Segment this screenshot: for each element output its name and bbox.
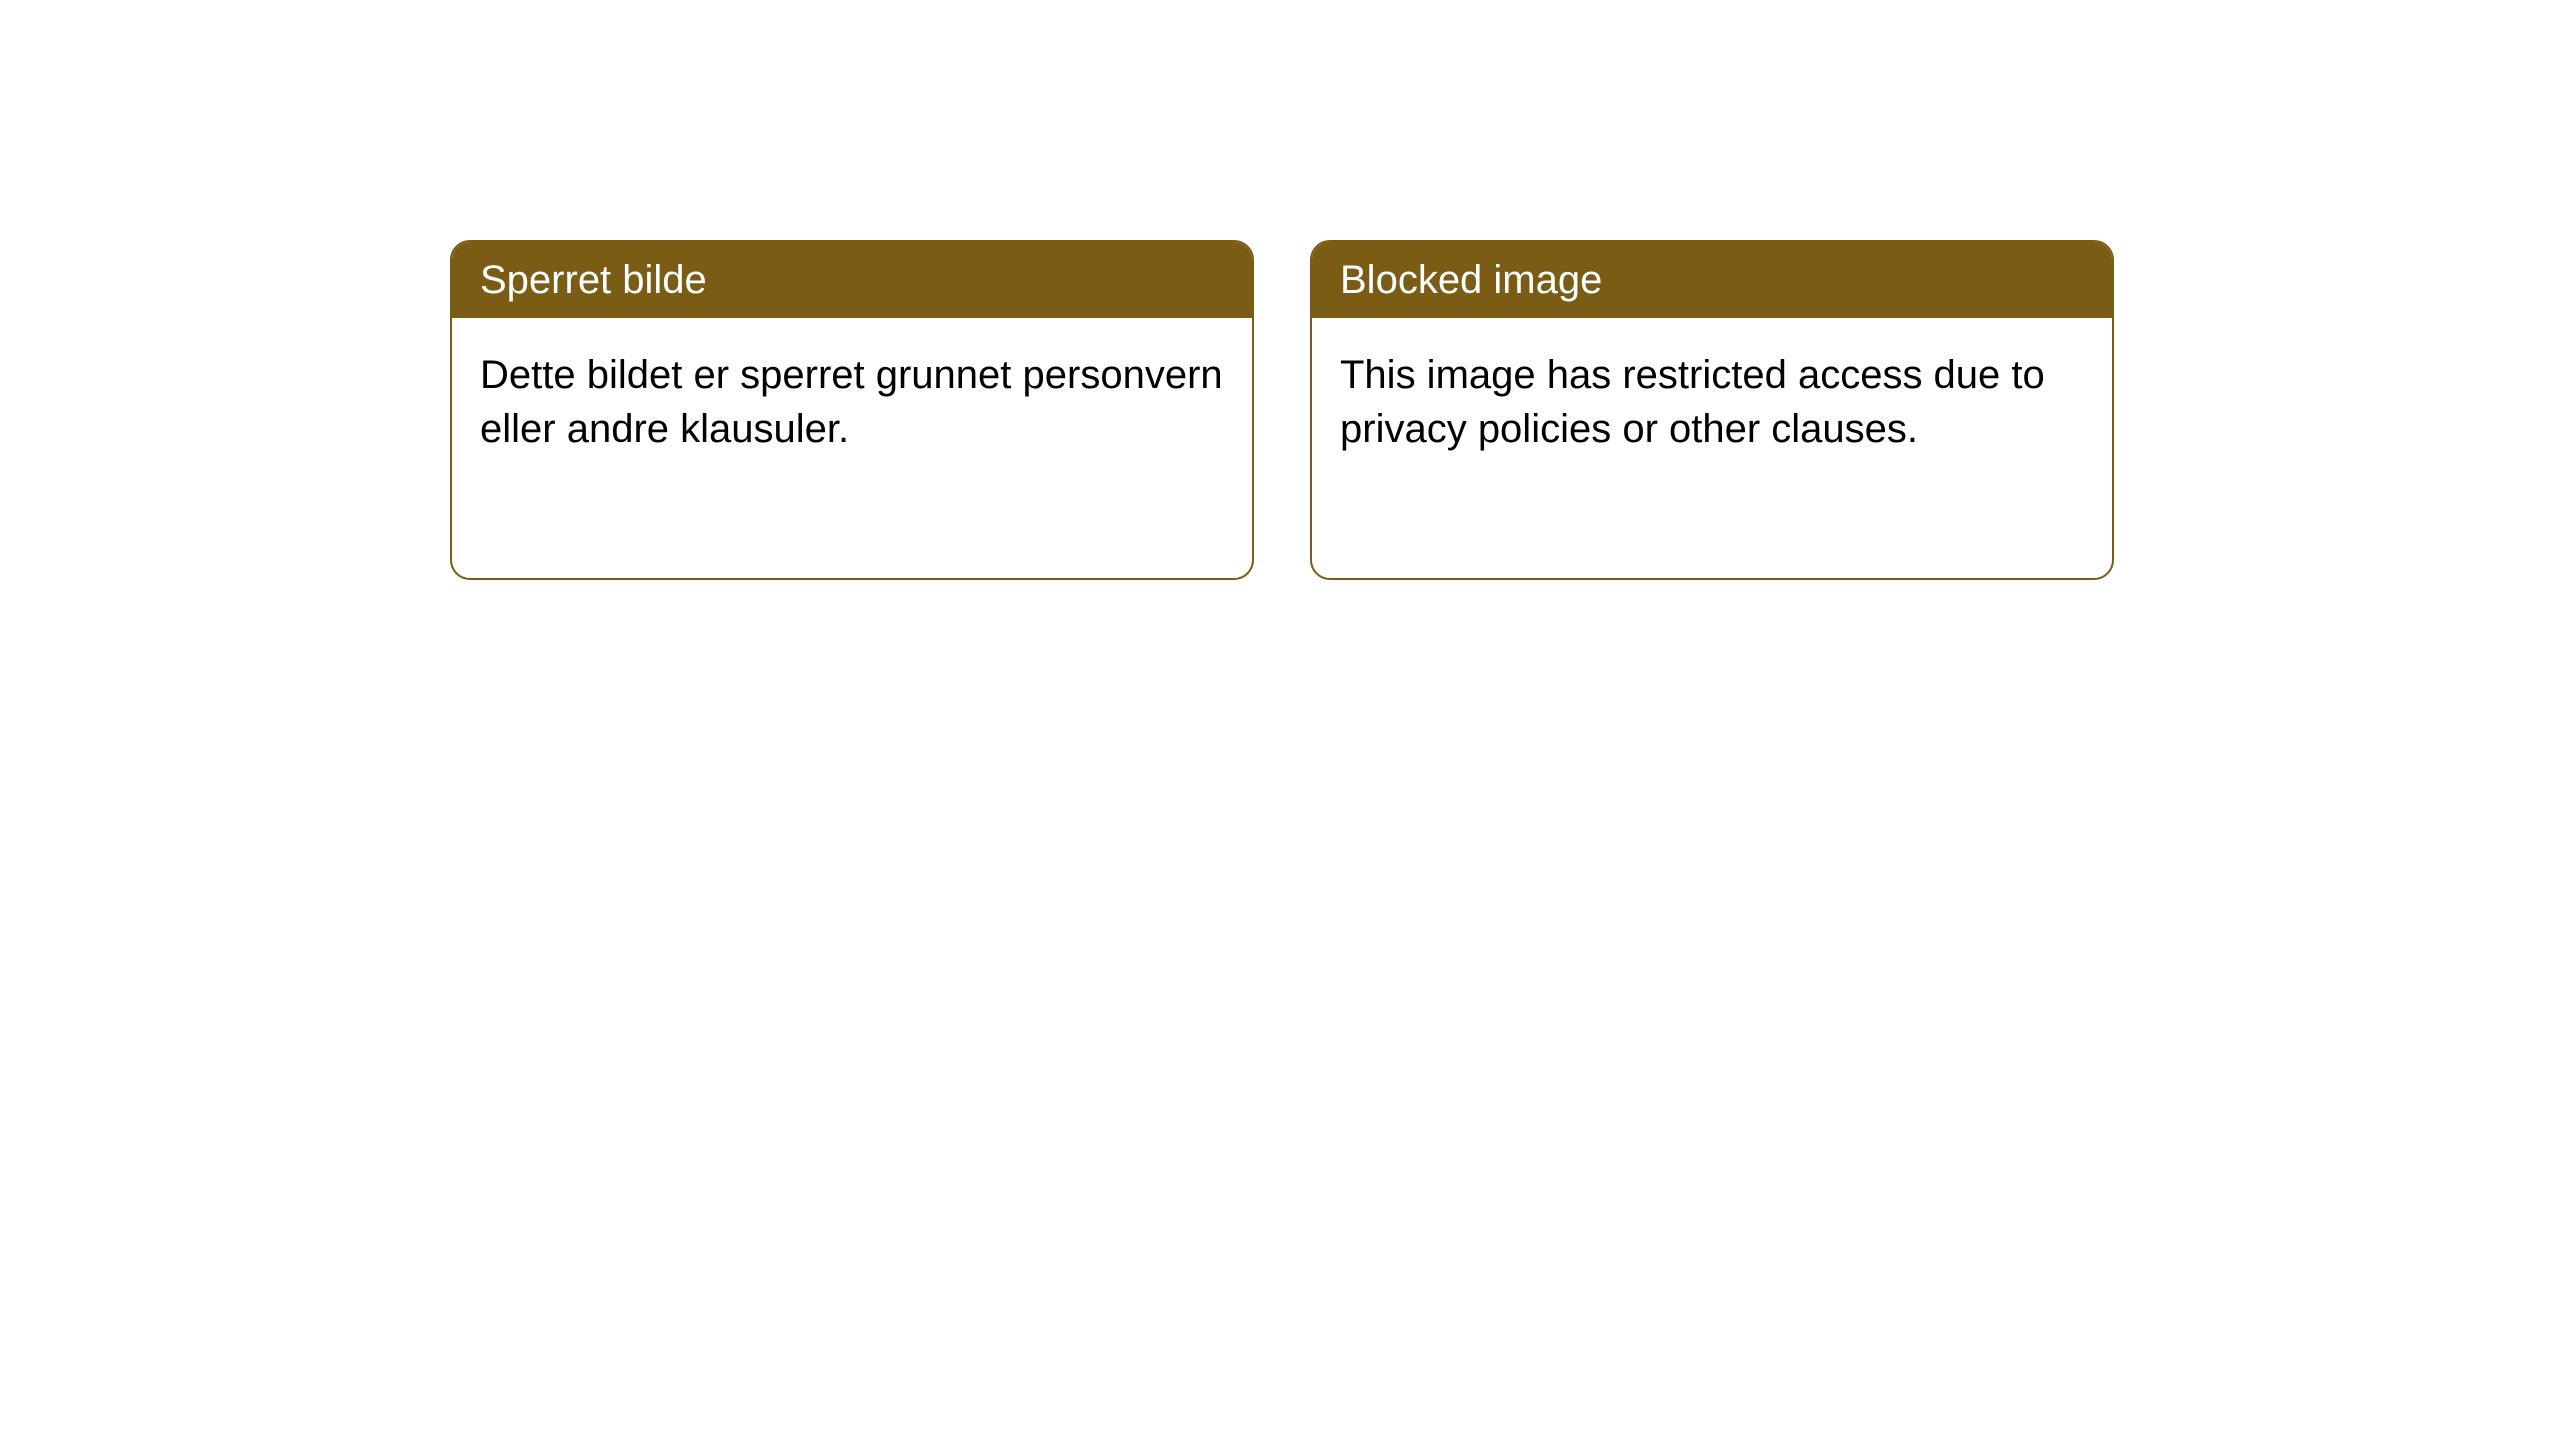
card-header-no: Sperret bilde	[452, 242, 1252, 318]
card-header-en: Blocked image	[1312, 242, 2112, 318]
card-body-en: This image has restricted access due to …	[1312, 318, 2112, 486]
card-title-no: Sperret bilde	[480, 258, 707, 302]
card-body-text-en: This image has restricted access due to …	[1340, 353, 2045, 451]
card-title-en: Blocked image	[1340, 258, 1602, 302]
blocked-image-card-no: Sperret bilde Dette bildet er sperret gr…	[450, 240, 1254, 580]
card-body-no: Dette bildet er sperret grunnet personve…	[452, 318, 1252, 486]
card-body-text-no: Dette bildet er sperret grunnet personve…	[480, 353, 1223, 451]
notice-cards-container: Sperret bilde Dette bildet er sperret gr…	[450, 240, 2114, 580]
blocked-image-card-en: Blocked image This image has restricted …	[1310, 240, 2114, 580]
